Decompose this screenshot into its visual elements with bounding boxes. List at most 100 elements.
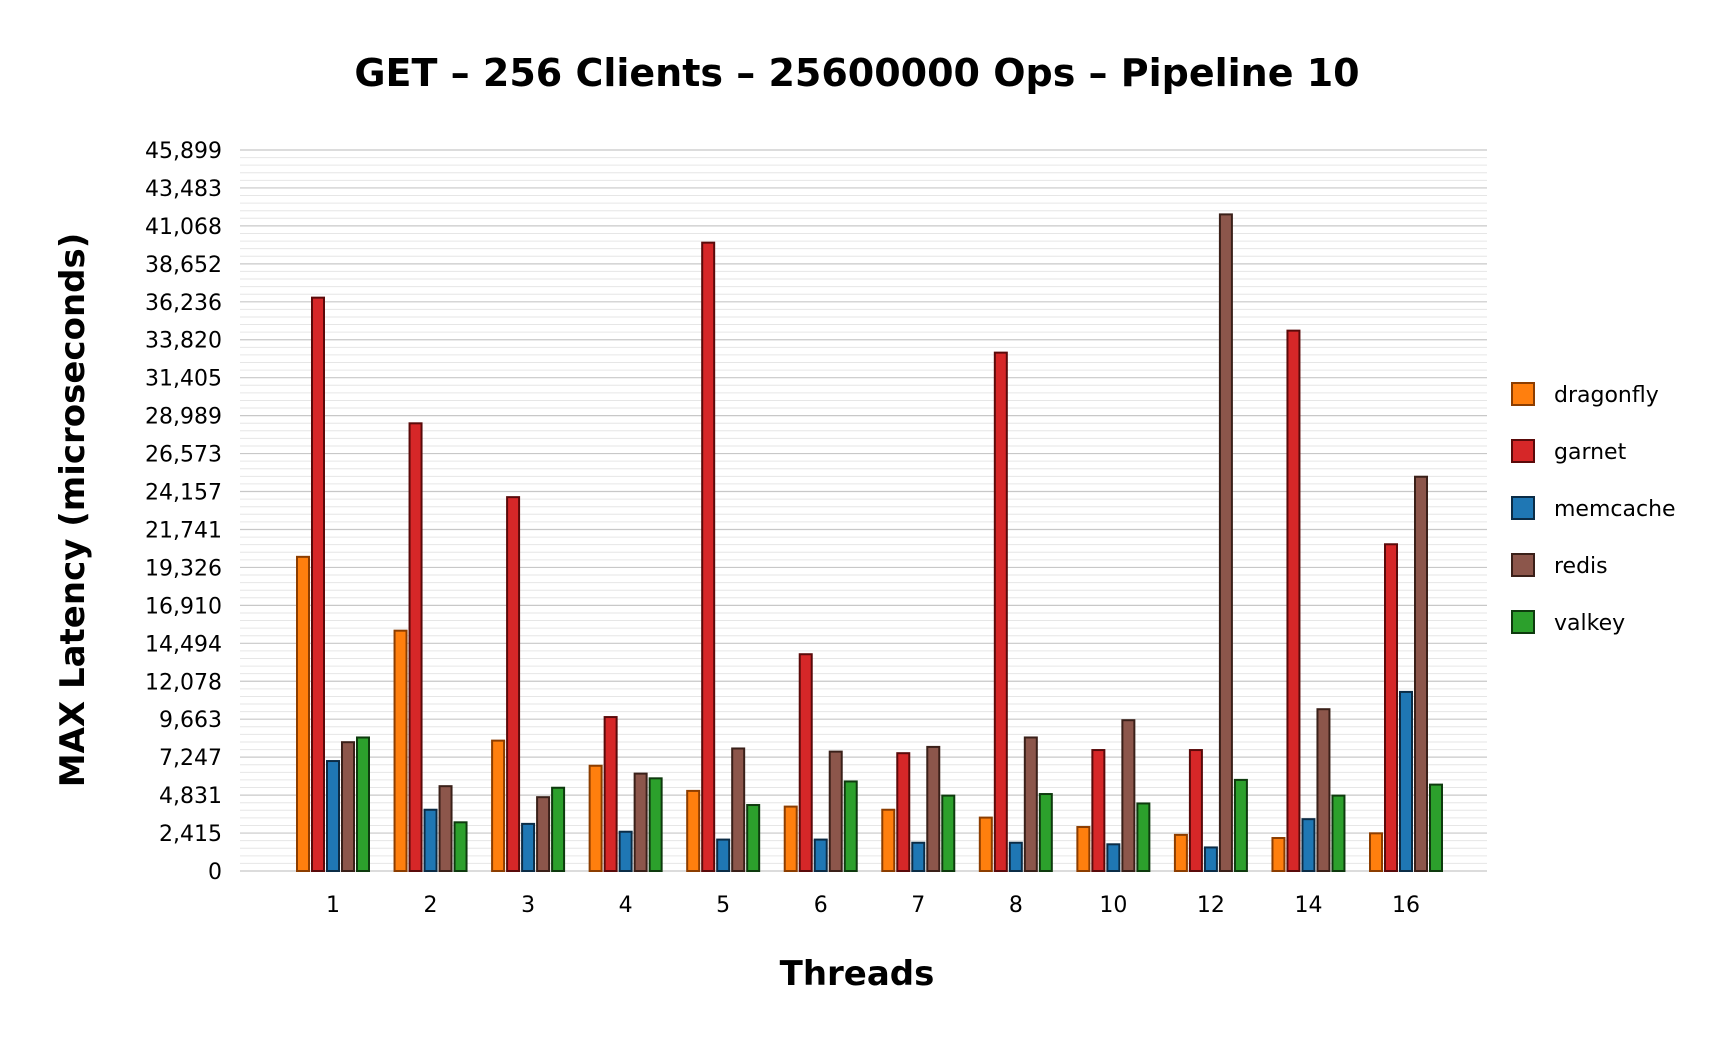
bar-redis-7 <box>926 745 941 873</box>
bar-dragonfly-14 <box>1271 837 1286 872</box>
legend-label: redis <box>1554 554 1608 579</box>
bar-garnet-16 <box>1384 543 1398 872</box>
y-tick-label: 4,831 <box>159 784 222 809</box>
y-tick-label: 2,415 <box>159 822 222 847</box>
bar-valkey-12 <box>1233 778 1248 872</box>
bar-memcache-4 <box>618 830 633 873</box>
legend-swatch <box>1511 496 1535 520</box>
bar-garnet-4 <box>603 716 618 873</box>
legend-item-valkey: valkey <box>1511 610 1625 636</box>
bar-valkey-1 <box>356 736 370 872</box>
y-tick-label: 41,068 <box>145 215 222 240</box>
x-tick-label: 8 <box>1009 893 1023 918</box>
bar-redis-2 <box>438 785 453 872</box>
bar-redis-10 <box>1121 719 1136 873</box>
x-tick-label: 10 <box>1099 893 1127 918</box>
bar-dragonfly-16 <box>1369 832 1383 872</box>
bar-garnet-1 <box>311 296 325 872</box>
legend-swatch <box>1511 382 1535 406</box>
bar-redis-14 <box>1316 708 1331 872</box>
bar-memcache-5 <box>716 838 731 872</box>
bar-valkey-7 <box>941 794 956 873</box>
bar-dragonfly-12 <box>1173 833 1188 872</box>
bar-garnet-2 <box>408 422 423 872</box>
legend-swatch <box>1511 439 1535 463</box>
legend-item-redis: redis <box>1511 553 1608 579</box>
y-tick-label: 16,910 <box>145 594 222 619</box>
y-axis-title: MAX Latency (microseconds) <box>53 233 93 788</box>
y-tick-label: 21,741 <box>145 518 222 543</box>
bar-redis-16 <box>1414 475 1428 872</box>
x-tick-label: 7 <box>911 893 925 918</box>
bar-memcache-7 <box>911 841 926 872</box>
y-tick-label: 14,494 <box>145 632 222 657</box>
y-tick-label: 0 <box>208 860 222 885</box>
y-tick-label: 33,820 <box>145 329 222 354</box>
bar-dragonfly-3 <box>491 739 506 872</box>
legend-label: dragonfly <box>1554 383 1659 408</box>
bar-valkey-14 <box>1331 794 1346 873</box>
bar-redis-12 <box>1218 213 1233 873</box>
legend-swatch <box>1511 610 1535 634</box>
bar-dragonfly-8 <box>978 816 993 872</box>
bar-garnet-7 <box>896 752 911 872</box>
bar-dragonfly-6 <box>783 805 798 872</box>
legend: dragonfly garnet memcache redis valkey <box>1511 382 1676 636</box>
y-tick-label: 7,247 <box>159 746 222 771</box>
bar-memcache-6 <box>813 838 828 872</box>
legend-label: garnet <box>1554 440 1627 465</box>
y-axis-ticks: 0 2,415 4,831 7,247 9,663 12,078 14,494 16,910 1… <box>145 139 222 885</box>
bar-redis-5 <box>731 747 746 872</box>
y-tick-label: 38,652 <box>145 253 222 278</box>
bar-dragonfly-2 <box>393 629 408 872</box>
y-tick-label: 9,663 <box>159 708 222 733</box>
bar-valkey-10 <box>1136 802 1151 872</box>
bar-memcache-3 <box>521 822 536 873</box>
x-tick-label: 6 <box>814 893 828 918</box>
legend-swatch <box>1511 553 1535 577</box>
y-tick-label: 31,405 <box>145 367 222 392</box>
y-tick-label: 19,326 <box>145 556 222 581</box>
legend-label: valkey <box>1554 611 1625 636</box>
y-tick-label: 12,078 <box>145 670 222 695</box>
bar-valkey-16 <box>1429 783 1443 872</box>
bar-memcache-2 <box>423 808 438 873</box>
x-tick-label: 2 <box>424 893 438 918</box>
x-tick-label: 14 <box>1294 893 1322 918</box>
bar-dragonfly-1 <box>296 555 310 872</box>
bar-garnet-8 <box>993 351 1008 872</box>
x-tick-label: 16 <box>1392 893 1420 918</box>
x-tick-label: 4 <box>619 893 633 918</box>
bar-garnet-5 <box>701 241 716 872</box>
bar-dragonfly-10 <box>1076 826 1091 873</box>
bar-memcache-8 <box>1008 841 1023 872</box>
y-tick-label: 28,989 <box>145 405 222 430</box>
legend-item-garnet: garnet <box>1511 439 1627 465</box>
x-tick-label: 3 <box>521 893 535 918</box>
y-tick-label: 24,157 <box>145 481 222 506</box>
bar-memcache-16 <box>1399 690 1413 872</box>
bar-valkey-4 <box>648 777 663 873</box>
bar-memcache-1 <box>326 760 340 873</box>
bar-memcache-12 <box>1203 846 1218 872</box>
y-tick-label: 45,899 <box>145 139 222 164</box>
x-tick-label: 12 <box>1197 893 1225 918</box>
legend-item-dragonfly: dragonfly <box>1511 382 1659 408</box>
bar-garnet-6 <box>798 653 813 873</box>
bar-dragonfly-5 <box>686 789 701 872</box>
bar-redis-3 <box>536 796 551 873</box>
bar-valkey-3 <box>551 786 566 873</box>
bar-garnet-12 <box>1188 749 1203 872</box>
bar-dragonfly-7 <box>881 808 896 873</box>
bar-memcache-10 <box>1106 843 1121 872</box>
bar-valkey-2 <box>453 821 468 873</box>
legend-item-memcache: memcache <box>1511 496 1676 522</box>
x-tick-label: 1 <box>326 893 340 918</box>
bar-garnet-14 <box>1286 329 1301 872</box>
bar-dragonfly-4 <box>588 764 603 873</box>
x-axis-title: Threads <box>780 954 935 994</box>
bar-garnet-10 <box>1091 749 1106 872</box>
grid-lines <box>240 149 1487 872</box>
